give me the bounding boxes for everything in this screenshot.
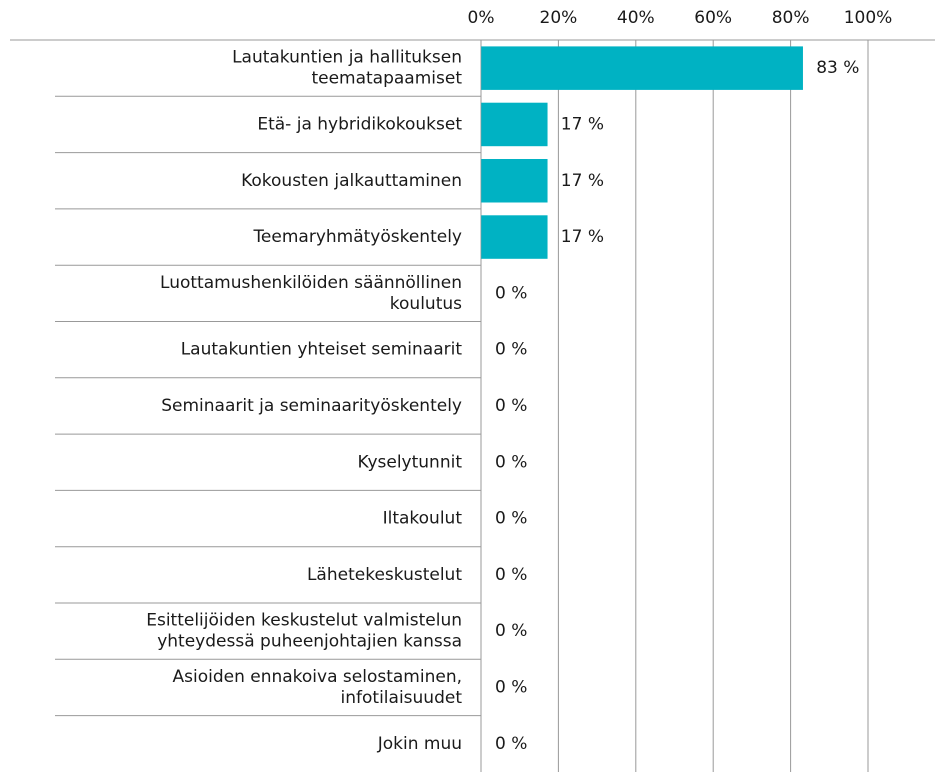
x-tick-label: 0% bbox=[468, 8, 495, 28]
value-label: 0 % bbox=[495, 340, 527, 360]
value-label: 0 % bbox=[495, 621, 527, 641]
value-label: 0 % bbox=[495, 452, 527, 472]
category-label: Jokin muu bbox=[377, 734, 462, 754]
x-tick-label: 60% bbox=[694, 8, 732, 28]
value-label: 0 % bbox=[495, 565, 527, 585]
x-tick-label: 20% bbox=[540, 8, 578, 28]
x-tick-label: 100% bbox=[844, 8, 893, 28]
value-label: 83 % bbox=[816, 58, 859, 78]
value-label: 0 % bbox=[495, 509, 527, 529]
category-label: Kyselytunnit bbox=[358, 452, 463, 472]
x-tick-label: 80% bbox=[772, 8, 810, 28]
category-label: Lähetekeskustelut bbox=[307, 565, 462, 585]
bar bbox=[481, 46, 803, 90]
bar bbox=[481, 215, 548, 259]
category-label: Kokousten jalkauttaminen bbox=[241, 171, 462, 191]
value-label: 17 % bbox=[561, 227, 604, 247]
category-label: Luottamushenkilöiden säännöllinen koulutu… bbox=[160, 273, 462, 314]
category-label: Esittelijöiden keskustelut valmistelun yh… bbox=[146, 611, 462, 652]
bar bbox=[481, 102, 548, 147]
category-label: Seminaarit ja seminaarityöskentely bbox=[161, 396, 462, 416]
category-label: Asioiden ennakoiva selostaminen, infotila… bbox=[172, 667, 462, 708]
category-label: Iltakoulut bbox=[383, 509, 463, 529]
value-label: 0 % bbox=[495, 283, 527, 303]
category-label: Lautakuntien yhteiset seminaarit bbox=[181, 340, 463, 360]
value-label: 17 % bbox=[561, 114, 604, 134]
category-label: Etä- ja hybridikokoukset bbox=[257, 114, 462, 134]
x-tick-label: 40% bbox=[617, 8, 655, 28]
bar bbox=[481, 159, 548, 203]
value-label: 0 % bbox=[495, 396, 527, 416]
category-label: Lautakuntien ja hallituksen teematapaamis… bbox=[232, 48, 462, 89]
value-label: 0 % bbox=[495, 734, 527, 754]
value-label: 0 % bbox=[495, 677, 527, 697]
value-label: 17 % bbox=[561, 171, 604, 191]
category-label: Teemaryhmätyöskentely bbox=[252, 227, 462, 247]
